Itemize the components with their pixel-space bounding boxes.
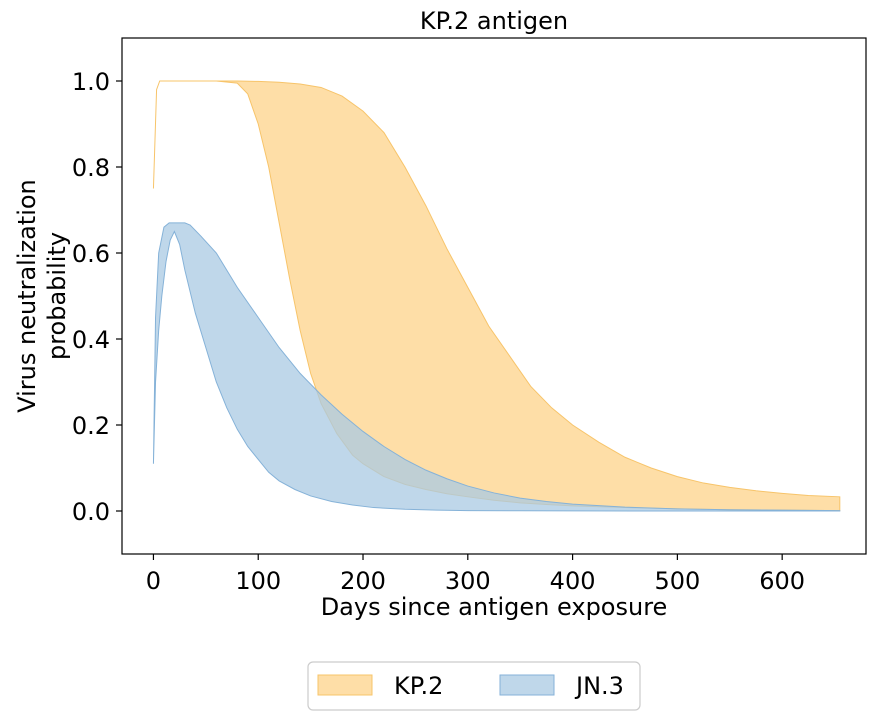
- legend-swatch-jn3: [499, 674, 555, 696]
- y-tick-label: 1.0: [72, 68, 110, 96]
- legend-label-jn3: JN.3: [574, 672, 624, 700]
- y-axis-label-group: Virus neutralization probability: [13, 179, 71, 413]
- plot-areas: [152, 80, 841, 512]
- legend-label-kp2: KP.2: [394, 672, 443, 700]
- x-tick-label: 100: [235, 567, 281, 595]
- y-tick-label: 0.8: [72, 154, 110, 182]
- y-tick-label: 0.2: [72, 412, 110, 440]
- x-axis-ticks: 0 100 200 300 400 500 600: [146, 554, 805, 595]
- x-tick-label: 300: [445, 567, 491, 595]
- chart-title: KP.2 antigen: [420, 7, 568, 35]
- plot-frame: [121, 37, 867, 555]
- area-jn3: [152, 222, 841, 512]
- x-tick-label: 200: [340, 567, 386, 595]
- y-axis-label-line-1: Virus neutralization: [13, 179, 41, 413]
- y-axis-label-line-2: probability: [43, 232, 71, 360]
- y-tick-label: 0.0: [72, 498, 110, 526]
- x-tick-label: 600: [759, 567, 805, 595]
- x-axis-label: Days since antigen exposure: [321, 593, 668, 621]
- x-tick-label: 500: [654, 567, 700, 595]
- y-tick-label: 0.6: [72, 240, 110, 268]
- legend: KP.2 JN.3: [307, 661, 641, 711]
- x-tick-label: 0: [146, 567, 161, 595]
- y-tick-label: 0.4: [72, 326, 110, 354]
- y-axis-ticks: 0.0 0.2 0.4 0.6 0.8 1.0: [72, 68, 122, 526]
- x-tick-label: 400: [550, 567, 596, 595]
- legend-swatch-kp2: [317, 674, 373, 696]
- legend-frame: [307, 661, 641, 711]
